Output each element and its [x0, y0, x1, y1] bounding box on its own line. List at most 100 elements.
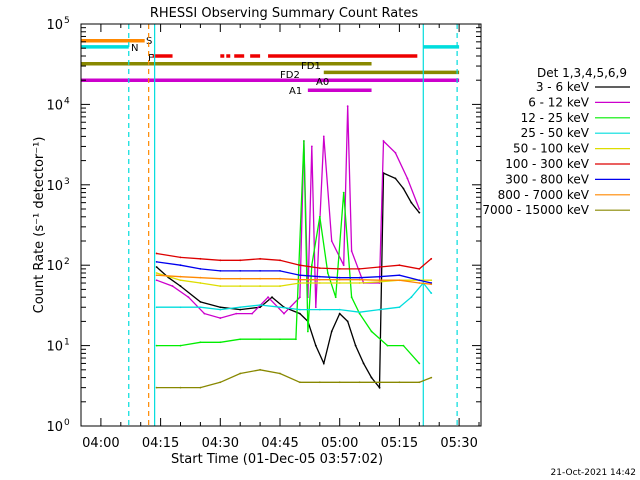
series-4-point-14: [430, 279, 433, 282]
series-4-point-4: [239, 285, 242, 287]
legend-label-8: 7000 - 15000 keV: [482, 203, 589, 217]
x-tick-label-5: 05:15: [381, 436, 418, 451]
x-tick-label-6: 05:30: [440, 436, 477, 451]
series-2-point-18: [386, 344, 389, 347]
series-4-point-2: [199, 282, 202, 284]
series-5-point-2: [199, 257, 202, 260]
series-2-point-14: [342, 191, 345, 194]
series-7-point-13: [418, 282, 421, 284]
series-2-point-16: [358, 312, 361, 315]
series-8-point-7: [299, 381, 301, 384]
series-4-point-5: [259, 285, 262, 287]
series-3-point-1: [179, 306, 182, 309]
series-1-point-12: [310, 145, 313, 148]
series-2-point-4: [239, 338, 242, 341]
series-2-point-10: [310, 264, 313, 267]
series-1-point-16: [342, 264, 345, 267]
series-7-point-12: [398, 279, 401, 282]
y-tick-label-5: 10: [46, 18, 63, 33]
series-3-point-0: [155, 306, 158, 309]
y-tick-label-1: 10: [46, 340, 63, 355]
series-0-point-0: [155, 266, 158, 268]
series-8-point-13: [418, 381, 421, 384]
series-3-point-11: [378, 308, 381, 311]
series-1-point-24: [418, 208, 421, 210]
series-1-point-15: [330, 240, 333, 242]
series-7-point-4: [239, 277, 242, 280]
y-tick-exponent-5: 5: [64, 16, 70, 26]
series-1-point-6: [251, 312, 254, 315]
series-8-point-3: [219, 381, 222, 384]
series-1-point-5: [235, 312, 238, 315]
series-line-3: [156, 281, 432, 313]
series-7-point-9: [338, 278, 341, 281]
legend-label-6: 300 - 800 keV: [505, 172, 589, 186]
series-8-point-11: [378, 381, 381, 384]
series-8-point-1: [179, 386, 182, 389]
series-3-point-7: [299, 308, 301, 311]
series-3-point-2: [199, 306, 202, 309]
series-0-point-2: [179, 285, 182, 287]
series-3-point-8: [318, 308, 321, 311]
series-0-point-16: [354, 344, 357, 347]
series-5-point-10: [358, 267, 361, 270]
series-0-point-22: [402, 187, 405, 190]
series-5-point-6: [279, 259, 281, 262]
series-7-point-5: [259, 277, 262, 280]
x-axis: 04:00 04:15 04:30 04:45 05:00 05:15 05:30: [82, 24, 480, 451]
series-1-point-14: [322, 135, 325, 138]
series-3-point-4: [239, 306, 242, 309]
series-8-point-8: [318, 381, 321, 384]
series-2-point-11: [318, 215, 321, 218]
series-8-point-5: [259, 368, 262, 371]
series-2-point-0: [155, 344, 158, 347]
series-7-point-6: [279, 277, 281, 280]
series-1-point-0: [155, 279, 158, 282]
series-6-point-4: [239, 269, 242, 272]
series-2-point-3: [219, 341, 222, 344]
series-1-point-8: [283, 312, 285, 315]
series-3-point-3: [219, 308, 222, 311]
legend-label-4: 50 - 100 keV: [513, 142, 590, 156]
flag-label-n: N: [131, 43, 138, 54]
series-0-point-14: [338, 312, 341, 315]
series-5-point-8: [318, 267, 321, 270]
series-7-point-0: [155, 274, 158, 277]
series-5-point-5: [259, 257, 262, 260]
series-1-point-23: [406, 177, 409, 180]
series-0-point-15: [346, 320, 349, 323]
series-0-point-19: [378, 386, 381, 389]
legend-label-7: 800 - 7000 keV: [498, 188, 590, 202]
series-0-point-4: [219, 306, 222, 309]
series-4-point-3: [219, 285, 222, 287]
series-1-point-4: [219, 317, 222, 319]
series-2-point-19: [402, 344, 405, 347]
series-6-point-3: [219, 269, 222, 272]
series-4-point-11: [378, 280, 381, 283]
series-8-point-10: [358, 381, 361, 384]
series-2-point-9: [306, 330, 309, 333]
series-3-point-6: [279, 306, 281, 309]
series-4-point-6: [279, 285, 281, 287]
y-tick-exponent-4: 4: [64, 96, 70, 106]
series-1-point-3: [203, 312, 206, 315]
series-2-point-17: [370, 330, 373, 333]
flag-label-fd2: FD2: [280, 70, 300, 81]
render-timestamp: 21-Oct-2021 14:42: [551, 468, 636, 478]
series-2-point-2: [199, 341, 202, 344]
flag-label-f: F: [148, 53, 154, 64]
series-0-point-21: [394, 177, 397, 180]
legend-label-3: 25 - 50 keV: [521, 126, 590, 140]
series-0-point-24: [418, 211, 421, 214]
series-4-point-0: [155, 272, 158, 274]
series-4-point-8: [318, 282, 321, 284]
series-2-point-5: [259, 338, 262, 341]
series-1-point-1: [171, 285, 174, 287]
series-7-point-11: [378, 279, 381, 282]
series-2-point-12: [326, 272, 329, 274]
plot-frame: [80, 23, 482, 427]
x-axis-label: Start Time (01-Dec-05 03:57:02): [171, 452, 383, 467]
